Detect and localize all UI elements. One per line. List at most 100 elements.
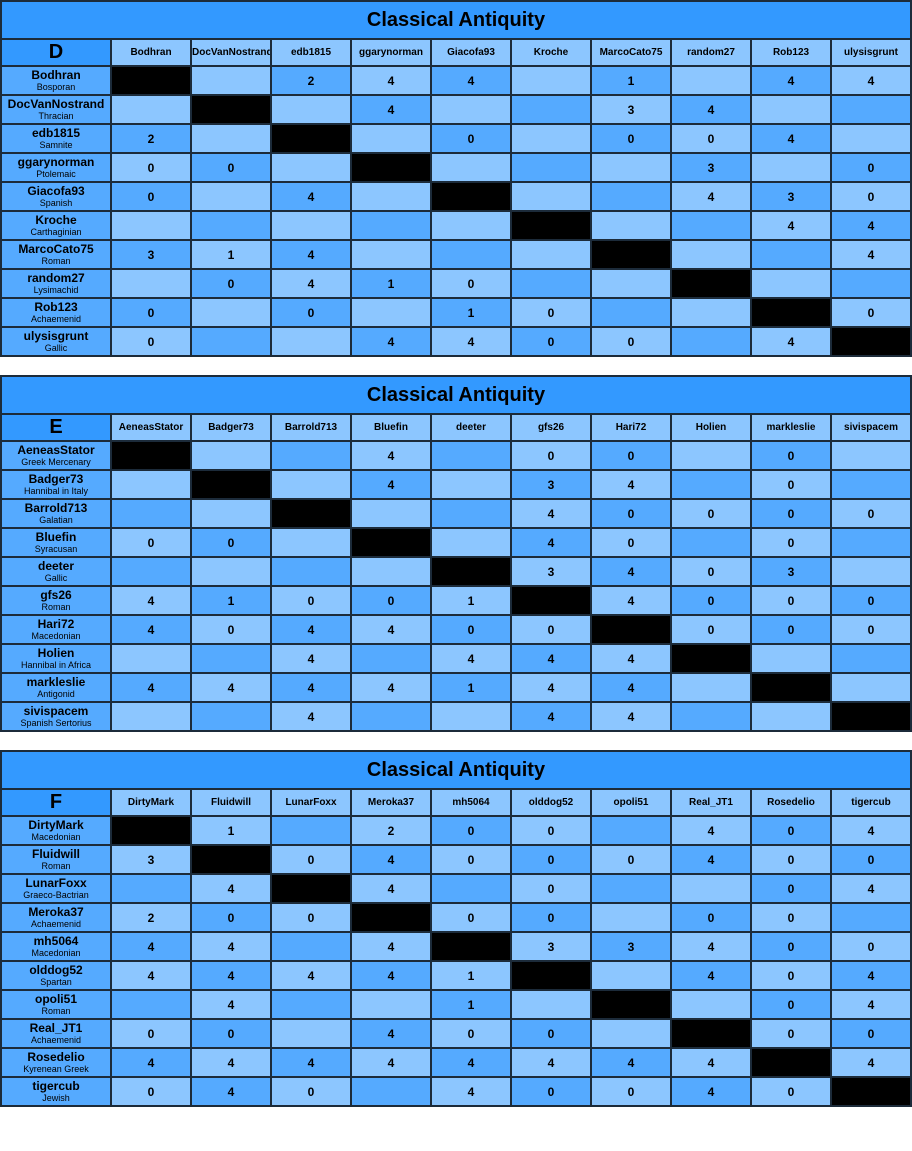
player-row: Holien Hannibal in Africa 4 4 4 4 [0,643,912,674]
score-cell: 4 [590,1047,672,1078]
diagonal-cell [670,1018,752,1049]
column-header: opoli51 [590,788,672,817]
faction: Gallic [44,343,68,353]
player-name: random27 [27,271,85,285]
empty-cell [430,210,512,241]
score-cell: 0 [270,585,352,616]
empty-cell [430,527,512,558]
score-cell: 0 [190,614,272,645]
empty-cell [190,498,272,529]
empty-cell [590,268,672,299]
table-block: Classical Antiquity D Bodhran DocVanNostran… [0,0,912,357]
column-header: Holien [670,413,752,442]
row-header: edb1815 Samnite [0,123,112,154]
score-cell: 4 [670,1047,752,1078]
player-name: Fluidwill [32,847,80,861]
score-cell: 0 [510,1018,592,1049]
column-header: Fluidwill [190,788,272,817]
empty-cell [350,1076,432,1107]
score-cell: 0 [670,123,752,154]
row-header: ulysisgrunt Gallic [0,326,112,357]
score-cell: 4 [350,469,432,500]
empty-cell [350,643,432,674]
score-cell: 3 [510,556,592,587]
score-cell: 4 [350,931,432,962]
row-header: Badger73 Hannibal in Italy [0,469,112,500]
empty-cell [830,672,912,703]
diagonal-cell [350,527,432,558]
faction: Spanish [39,198,73,208]
score-cell: 0 [270,297,352,328]
score-cell: 0 [190,152,272,183]
score-cell: 0 [750,585,832,616]
score-cell: 0 [670,585,752,616]
column-header: Hari72 [590,413,672,442]
diagonal-cell [750,672,832,703]
empty-cell [830,94,912,125]
score-cell: 0 [430,902,512,933]
player-row: MarcoCato75 Roman 3 1 4 4 [0,239,912,270]
score-cell: 4 [110,672,192,703]
score-cell: 4 [430,65,512,96]
score-cell: 0 [110,152,192,183]
empty-cell [190,556,272,587]
column-header: MarcoCato75 [590,38,672,67]
score-cell: 0 [110,181,192,212]
diagonal-cell [430,931,512,962]
row-header: ggarynorman Ptolemaic [0,152,112,183]
empty-cell [350,498,432,529]
score-cell: 1 [430,297,512,328]
score-cell: 4 [270,614,352,645]
row-header: Bluefin Syracusan [0,527,112,558]
table-title: Classical Antiquity [0,0,912,40]
player-row: sivispacem Spanish Sertorius 4 4 4 [0,701,912,732]
diagonal-cell [830,326,912,357]
score-cell: 0 [590,844,672,875]
score-cell: 1 [190,239,272,270]
score-cell: 1 [190,585,272,616]
score-cell: 4 [510,498,592,529]
score-cell: 1 [430,989,512,1020]
player-name: Bodhran [31,68,81,82]
faction: Graeco-Bactrian [23,890,89,900]
score-cell: 0 [670,614,752,645]
score-cell: 1 [430,672,512,703]
score-cell: 0 [830,614,912,645]
diagonal-cell [110,65,192,96]
score-cell: 4 [190,873,272,904]
score-cell: 4 [670,1076,752,1107]
score-cell: 4 [190,931,272,962]
score-cell: 0 [270,844,352,875]
title-row: Classical Antiquity [0,750,912,790]
score-cell: 4 [270,1047,352,1078]
score-cell: 0 [750,873,832,904]
player-name: markleslie [26,675,86,689]
empty-cell [270,440,352,471]
empty-cell [350,297,432,328]
score-cell: 4 [830,210,912,241]
column-header: markleslie [750,413,832,442]
table-block: Classical Antiquity F DirtyMark Fluidwill Lu… [0,750,912,1107]
header-row: E AeneasStator Badger73 Barrold713 Bluefin de… [0,413,912,442]
title-row: Classical Antiquity [0,375,912,415]
empty-cell [590,297,672,328]
score-cell: 4 [350,440,432,471]
empty-cell [350,123,432,154]
row-header: LunarFoxx Graeco-Bactrian [0,873,112,904]
score-cell: 4 [190,989,272,1020]
score-cell: 0 [830,297,912,328]
player-name: Hari72 [37,617,75,631]
diagonal-cell [190,469,272,500]
column-header: edb1815 [270,38,352,67]
empty-cell [670,239,752,270]
score-cell: 4 [670,844,752,875]
empty-cell [190,701,272,732]
score-cell: 0 [110,326,192,357]
empty-cell [510,94,592,125]
row-header: DocVanNostrand Thracian [0,94,112,125]
score-cell: 4 [590,701,672,732]
score-cell: 4 [510,643,592,674]
empty-cell [430,440,512,471]
column-header: Real_JT1 [670,788,752,817]
column-header: ulysisgrunt [830,38,912,67]
